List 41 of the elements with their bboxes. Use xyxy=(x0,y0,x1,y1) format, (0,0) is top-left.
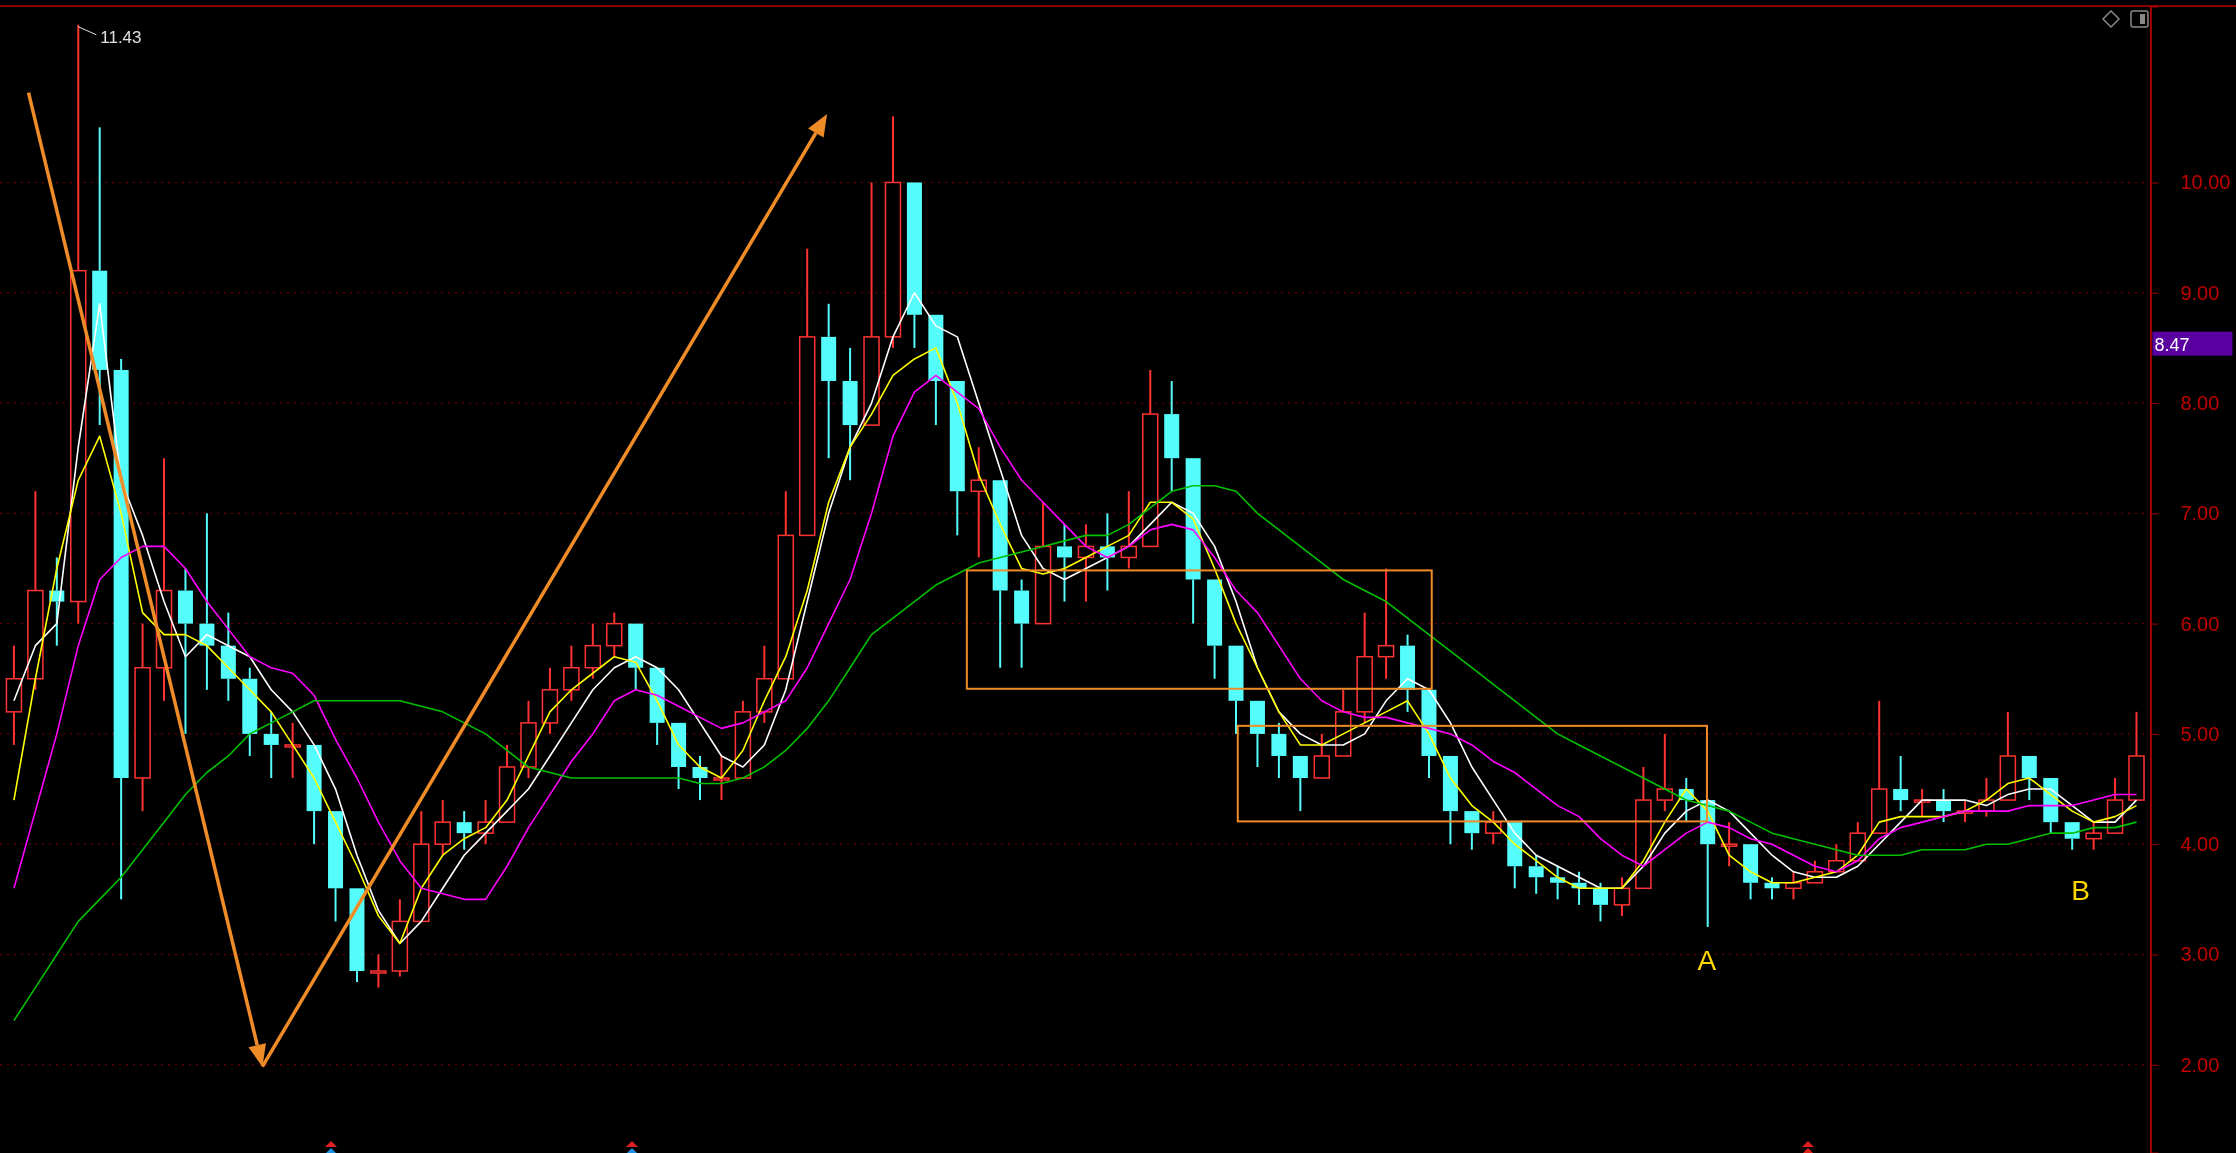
candlestick xyxy=(1893,754,1909,813)
candlestick xyxy=(842,346,858,482)
line-series xyxy=(13,484,2138,1022)
candlestick xyxy=(134,622,151,813)
candlestick xyxy=(1400,633,1416,713)
candlestick xyxy=(1164,379,1180,493)
candlestick xyxy=(821,302,837,460)
y-tick-label: 6.00 xyxy=(2180,612,2220,635)
candlestick xyxy=(242,666,258,757)
y-tick-label: 5.00 xyxy=(2180,722,2220,745)
candlestick xyxy=(1720,821,1738,868)
annotation: B xyxy=(2071,875,2090,907)
candlestick xyxy=(520,699,537,780)
candlestick xyxy=(1014,578,1030,669)
candlestick xyxy=(970,446,987,559)
y-tick-label: 3.00 xyxy=(2180,943,2220,966)
candlestick xyxy=(541,666,559,735)
candlestick xyxy=(220,611,236,702)
candlestick xyxy=(5,644,23,746)
candlestick xyxy=(263,710,279,780)
candlestick xyxy=(113,357,129,901)
candlestick xyxy=(70,23,87,625)
candlestick xyxy=(1377,567,1395,680)
y-tick-label: 7.00 xyxy=(2180,502,2220,525)
annotation: A xyxy=(1697,944,1717,976)
candlestick xyxy=(1656,732,1674,813)
candlestick xyxy=(1613,876,1631,917)
y-tick-label: 8.00 xyxy=(2180,391,2220,414)
candlestick xyxy=(1057,523,1073,603)
candlestick xyxy=(284,721,301,780)
candlestick xyxy=(713,754,730,802)
candlestick xyxy=(1936,788,1952,824)
y-tick-label: 4.00 xyxy=(2180,833,2220,856)
annotation: 11.43 xyxy=(100,27,142,47)
candlestick xyxy=(456,810,472,851)
y-tick-label: 10.00 xyxy=(2180,171,2231,194)
candlestick xyxy=(177,567,193,735)
y-tick-label: 2.00 xyxy=(2180,1053,2220,1076)
text: 8.47 xyxy=(2154,334,2190,355)
candlestick xyxy=(606,611,623,658)
y-tick-label: 9.00 xyxy=(2180,281,2220,304)
